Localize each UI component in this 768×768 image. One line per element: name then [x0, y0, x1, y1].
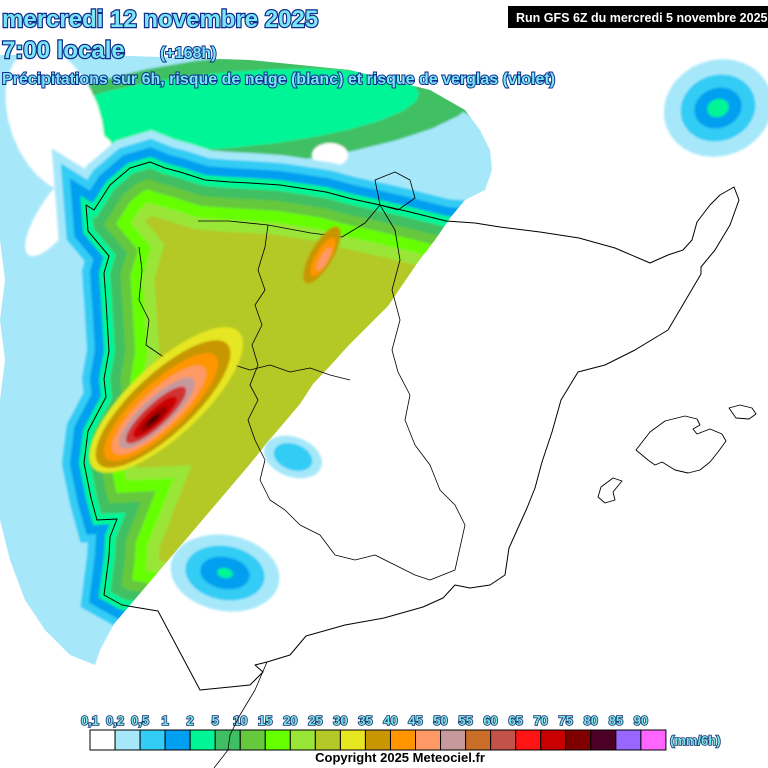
svg-text:70: 70	[533, 713, 547, 728]
svg-text:(mm/6h): (mm/6h)	[670, 733, 721, 748]
svg-text:35: 35	[358, 713, 372, 728]
svg-text:0,1: 0,1	[81, 713, 99, 728]
svg-text:45: 45	[408, 713, 422, 728]
svg-text:(+168h): (+168h)	[160, 45, 216, 62]
svg-text:1: 1	[162, 713, 169, 728]
svg-text:75: 75	[559, 713, 573, 728]
svg-text:Précipitations sur 6h, risque: Précipitations sur 6h, risque de neige (…	[2, 71, 555, 88]
svg-text:15: 15	[258, 713, 272, 728]
svg-text:40: 40	[383, 713, 397, 728]
svg-text:5: 5	[212, 713, 219, 728]
svg-text:90: 90	[634, 713, 648, 728]
svg-text:60: 60	[483, 713, 497, 728]
svg-text:0,2: 0,2	[106, 713, 124, 728]
svg-text:2: 2	[187, 713, 194, 728]
svg-text:85: 85	[609, 713, 623, 728]
svg-text:50: 50	[433, 713, 447, 728]
svg-text:mercredi 12 novembre 2025: mercredi 12 novembre 2025	[2, 6, 318, 33]
svg-text:Copyright 2025 Meteociel.fr: Copyright 2025 Meteociel.fr	[315, 750, 485, 765]
svg-text:65: 65	[508, 713, 522, 728]
svg-text:7:00 locale: 7:00 locale	[2, 37, 125, 64]
svg-text:0,5: 0,5	[131, 713, 149, 728]
svg-text:25: 25	[308, 713, 322, 728]
svg-text:80: 80	[584, 713, 598, 728]
svg-text:30: 30	[333, 713, 347, 728]
svg-text:Run GFS 6Z du mercredi 5 novem: Run GFS 6Z du mercredi 5 novembre 2025	[516, 11, 768, 25]
svg-text:20: 20	[283, 713, 297, 728]
svg-text:55: 55	[458, 713, 472, 728]
